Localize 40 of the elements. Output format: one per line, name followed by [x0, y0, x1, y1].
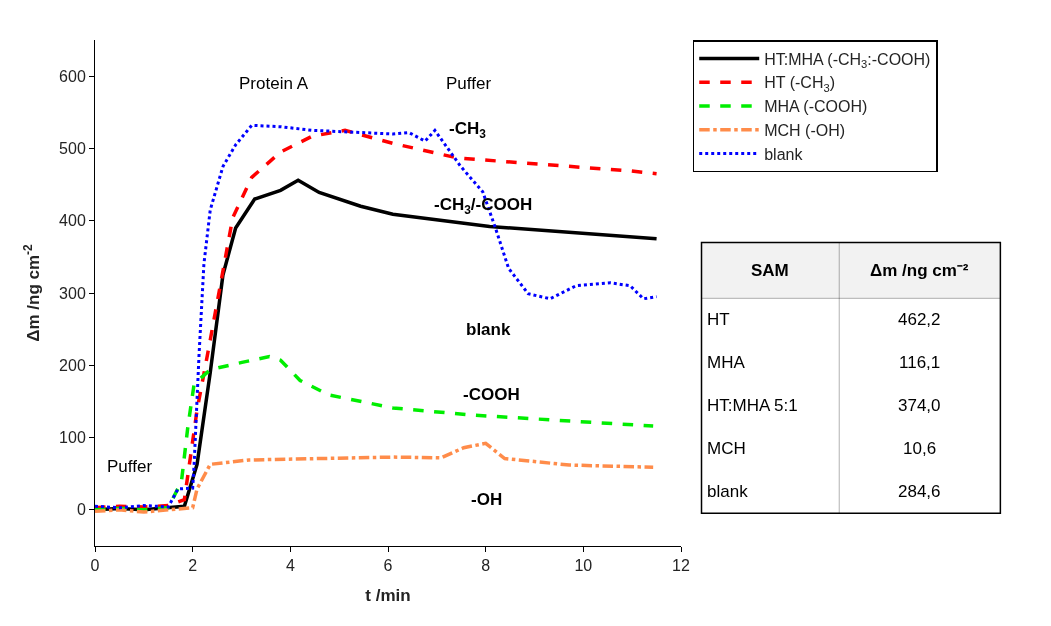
text: blank [707, 482, 749, 501]
text: 462,2 [898, 310, 941, 329]
annotation: -CH$_{3}$ [449, 119, 487, 141]
text: Δm /ng cm⁻² [870, 261, 969, 280]
y-tick-label: 600 [59, 67, 86, 85]
annotation: blank [466, 320, 511, 339]
text: MHA [707, 353, 746, 372]
legend-label: MCH (-OH) [764, 122, 846, 140]
annotation: Protein A [239, 74, 309, 93]
y-tick-label: 0 [76, 501, 86, 519]
annotation: -CH$_{3}$/-COOH [434, 195, 533, 217]
text: 10,6 [903, 439, 937, 458]
x-tick-label: 12 [672, 557, 690, 575]
x-tick-label: 6 [383, 557, 393, 575]
y-tick-label: 500 [59, 140, 86, 158]
y-tick-label: 300 [59, 284, 86, 302]
text: 284,6 [898, 482, 941, 501]
annotation: -OH [471, 490, 503, 509]
x-tick-label: 4 [285, 557, 295, 575]
legend-label: blank [764, 145, 804, 163]
y-tick-label: 200 [59, 356, 86, 374]
annotation: Puffer [107, 457, 153, 476]
text: 374,0 [898, 396, 941, 415]
annotation: -COOH [463, 385, 520, 404]
legend-label: HT (-CH$_{3}$) [764, 74, 836, 94]
legend-label: HT:MHA (-CH$_{3}$:-COOH) [764, 50, 931, 70]
text: SAM [751, 261, 789, 280]
y-tick-label: 400 [59, 212, 86, 230]
x-tick-label: 8 [481, 557, 491, 575]
x-axis-title: t /min [365, 585, 411, 605]
text: HT:MHA 5:1 [707, 396, 798, 415]
text: 116,1 [899, 353, 941, 372]
text: MCH [707, 439, 746, 458]
legend-label: MHA (-COOH) [764, 98, 868, 116]
annotation: Puffer [446, 74, 492, 93]
x-tick-label: 10 [574, 557, 593, 575]
x-tick-label: 2 [188, 557, 198, 575]
x-tick-label: 0 [90, 557, 100, 575]
text: HT [707, 310, 730, 329]
y-tick-label: 100 [59, 429, 86, 447]
